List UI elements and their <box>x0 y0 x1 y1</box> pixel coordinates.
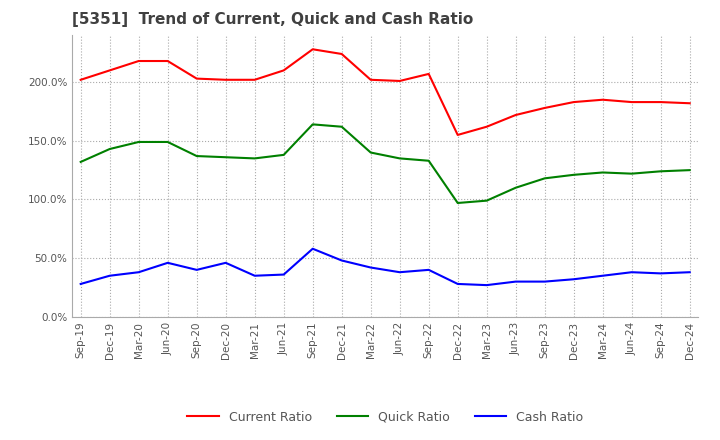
Current Ratio <box>338 51 346 57</box>
Current Ratio <box>424 71 433 77</box>
Cash Ratio <box>454 281 462 286</box>
Current Ratio <box>135 59 143 64</box>
Line: Cash Ratio: Cash Ratio <box>81 249 690 285</box>
Cash Ratio <box>511 279 520 284</box>
Current Ratio <box>395 78 404 84</box>
Quick Ratio <box>221 154 230 160</box>
Line: Current Ratio: Current Ratio <box>81 49 690 135</box>
Cash Ratio <box>598 273 607 279</box>
Current Ratio <box>511 112 520 117</box>
Quick Ratio <box>279 152 288 158</box>
Quick Ratio <box>627 171 636 176</box>
Cash Ratio <box>163 260 172 265</box>
Current Ratio <box>279 68 288 73</box>
Cash Ratio <box>338 258 346 263</box>
Current Ratio <box>570 99 578 105</box>
Cash Ratio <box>570 277 578 282</box>
Quick Ratio <box>251 156 259 161</box>
Current Ratio <box>627 99 636 105</box>
Current Ratio <box>221 77 230 82</box>
Quick Ratio <box>541 176 549 181</box>
Current Ratio <box>598 97 607 103</box>
Legend: Current Ratio, Quick Ratio, Cash Ratio: Current Ratio, Quick Ratio, Cash Ratio <box>182 406 588 429</box>
Cash Ratio <box>627 270 636 275</box>
Quick Ratio <box>338 124 346 129</box>
Cash Ratio <box>76 281 85 286</box>
Cash Ratio <box>685 270 694 275</box>
Current Ratio <box>163 59 172 64</box>
Current Ratio <box>308 47 317 52</box>
Cash Ratio <box>424 267 433 272</box>
Cash Ratio <box>541 279 549 284</box>
Quick Ratio <box>395 156 404 161</box>
Quick Ratio <box>511 185 520 191</box>
Current Ratio <box>482 124 491 129</box>
Quick Ratio <box>482 198 491 203</box>
Current Ratio <box>76 77 85 82</box>
Current Ratio <box>105 68 114 73</box>
Cash Ratio <box>366 265 375 270</box>
Quick Ratio <box>163 139 172 145</box>
Quick Ratio <box>454 200 462 205</box>
Cash Ratio <box>135 270 143 275</box>
Current Ratio <box>366 77 375 82</box>
Cash Ratio <box>657 271 665 276</box>
Cash Ratio <box>279 272 288 277</box>
Quick Ratio <box>598 170 607 175</box>
Quick Ratio <box>308 122 317 127</box>
Current Ratio <box>685 101 694 106</box>
Cash Ratio <box>251 273 259 279</box>
Text: [5351]  Trend of Current, Quick and Cash Ratio: [5351] Trend of Current, Quick and Cash … <box>72 12 473 27</box>
Quick Ratio <box>685 168 694 173</box>
Quick Ratio <box>570 172 578 177</box>
Cash Ratio <box>482 282 491 288</box>
Line: Quick Ratio: Quick Ratio <box>81 125 690 203</box>
Current Ratio <box>251 77 259 82</box>
Quick Ratio <box>135 139 143 145</box>
Current Ratio <box>541 105 549 110</box>
Cash Ratio <box>105 273 114 279</box>
Quick Ratio <box>366 150 375 155</box>
Current Ratio <box>192 76 201 81</box>
Cash Ratio <box>221 260 230 265</box>
Current Ratio <box>657 99 665 105</box>
Quick Ratio <box>192 154 201 159</box>
Cash Ratio <box>308 246 317 251</box>
Current Ratio <box>454 132 462 138</box>
Cash Ratio <box>395 270 404 275</box>
Quick Ratio <box>424 158 433 163</box>
Cash Ratio <box>192 267 201 272</box>
Quick Ratio <box>76 159 85 165</box>
Quick Ratio <box>657 169 665 174</box>
Quick Ratio <box>105 147 114 152</box>
